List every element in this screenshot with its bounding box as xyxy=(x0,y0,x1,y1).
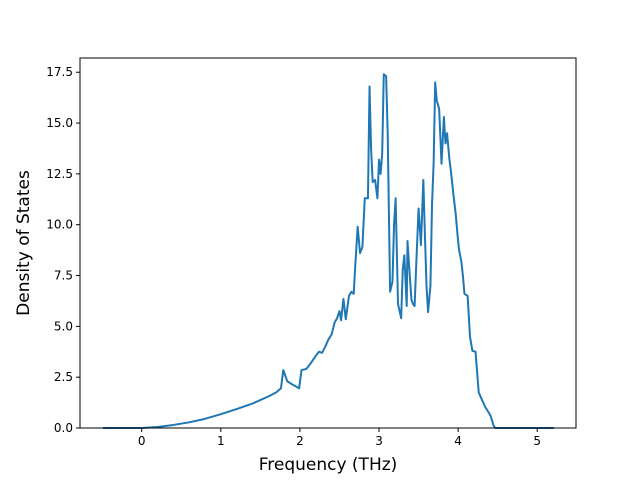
x-axis-label: Frequency (THz) xyxy=(259,455,398,475)
y-tick-label: 12.5 xyxy=(46,167,73,181)
dos-series-line xyxy=(102,73,554,429)
y-tick-label: 17.5 xyxy=(46,65,73,79)
y-tick-label: 2.5 xyxy=(54,370,73,384)
plot-area xyxy=(102,73,554,429)
y-tick-label: 7.5 xyxy=(54,269,73,283)
plot-frame xyxy=(79,57,577,429)
y-tick-label: 10.0 xyxy=(46,218,73,232)
y-axis-label: Density of States xyxy=(14,170,34,316)
y-tick-label: 15.0 xyxy=(46,116,73,130)
x-tick-label: 1 xyxy=(217,434,225,448)
axis-ticks: 0 1 2 3 4 5 0.0 2.5 5.0 7.5 10.0 12.5 15.0 17.5 xyxy=(46,65,541,448)
x-tick-label: 2 xyxy=(296,434,304,448)
x-tick-label: 5 xyxy=(533,434,541,448)
x-tick-label: 3 xyxy=(375,434,383,448)
x-tick-label: 4 xyxy=(454,434,462,448)
y-tick-label: 5.0 xyxy=(54,319,73,333)
x-tick-label: 0 xyxy=(138,434,146,448)
y-tick-label: 0.0 xyxy=(54,421,73,435)
